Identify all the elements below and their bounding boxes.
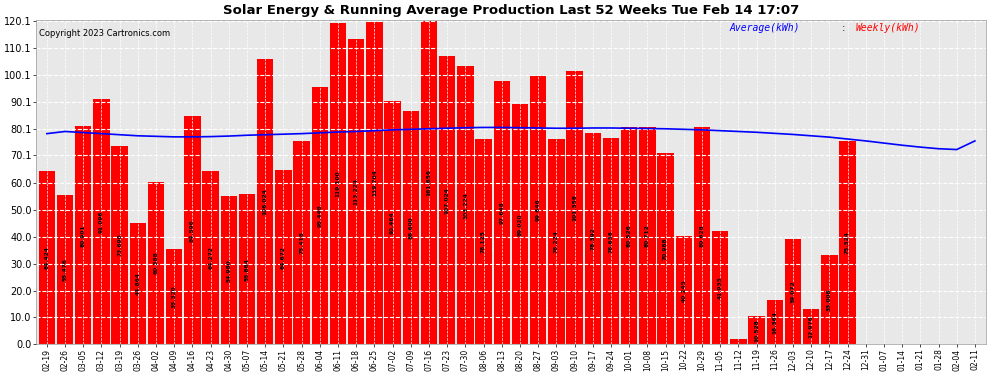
Bar xyxy=(457,66,473,344)
Text: 41.935: 41.935 xyxy=(718,276,723,299)
Text: Average(kWh): Average(kWh) xyxy=(730,23,800,33)
Text: 99.646: 99.646 xyxy=(536,199,541,221)
Text: 89.020: 89.020 xyxy=(518,213,523,236)
Bar xyxy=(766,300,783,344)
Bar xyxy=(275,170,292,344)
Text: 86.600: 86.600 xyxy=(408,216,413,239)
Text: 12.976: 12.976 xyxy=(809,315,814,338)
Bar xyxy=(603,138,619,344)
Text: 80.526: 80.526 xyxy=(627,225,632,247)
Bar xyxy=(148,182,164,344)
Text: 91.096: 91.096 xyxy=(99,210,104,233)
Text: 78.392: 78.392 xyxy=(590,227,595,250)
Text: 33.008: 33.008 xyxy=(827,289,832,311)
Bar xyxy=(421,21,438,344)
Bar xyxy=(512,105,529,344)
Bar xyxy=(93,99,110,344)
Text: 35.320: 35.320 xyxy=(171,285,177,308)
Text: 55.864: 55.864 xyxy=(245,258,249,280)
Text: Weekly(kWh): Weekly(kWh) xyxy=(855,23,921,33)
Bar xyxy=(39,171,55,344)
Text: 73.690: 73.690 xyxy=(117,234,122,256)
Text: 161.656: 161.656 xyxy=(427,169,432,196)
Bar xyxy=(239,194,255,344)
Text: 75.418: 75.418 xyxy=(299,231,304,254)
Text: 64.424: 64.424 xyxy=(45,246,50,269)
Text: 106.024: 106.024 xyxy=(262,188,267,215)
Text: 10.528: 10.528 xyxy=(754,319,759,342)
Bar xyxy=(475,139,492,344)
Text: 80.628: 80.628 xyxy=(700,224,705,247)
Bar xyxy=(130,224,147,344)
Bar xyxy=(548,139,564,344)
Text: 84.596: 84.596 xyxy=(190,219,195,242)
Bar xyxy=(712,231,729,344)
Title: Solar Energy & Running Average Production Last 52 Weeks Tue Feb 14 17:07: Solar Energy & Running Average Productio… xyxy=(223,4,799,17)
Text: 76.224: 76.224 xyxy=(553,230,559,253)
Bar xyxy=(821,255,838,344)
Text: 44.864: 44.864 xyxy=(136,273,141,296)
Text: 97.648: 97.648 xyxy=(499,201,504,224)
Text: 119.100: 119.100 xyxy=(336,171,341,197)
Text: 76.636: 76.636 xyxy=(609,230,614,253)
Text: 60.388: 60.388 xyxy=(153,252,158,274)
Text: 103.224: 103.224 xyxy=(463,192,468,219)
Bar xyxy=(439,56,455,344)
Bar xyxy=(640,127,655,344)
Bar xyxy=(731,339,746,344)
Text: 39.072: 39.072 xyxy=(790,280,795,303)
Bar xyxy=(403,111,419,344)
Bar xyxy=(166,249,182,344)
Bar xyxy=(330,23,346,344)
Text: Copyright 2023 Cartronics.com: Copyright 2023 Cartronics.com xyxy=(39,30,170,39)
Text: 80.901: 80.901 xyxy=(81,224,86,247)
Bar xyxy=(621,128,638,344)
Bar xyxy=(584,133,601,344)
Bar xyxy=(257,58,273,344)
Bar xyxy=(748,316,764,344)
Text: 101.358: 101.358 xyxy=(572,194,577,221)
Bar xyxy=(384,100,401,344)
Bar xyxy=(184,116,201,344)
Text: 16.364: 16.364 xyxy=(772,311,777,334)
Text: 54.980: 54.980 xyxy=(227,259,232,282)
Bar xyxy=(785,239,801,344)
Bar xyxy=(494,81,510,344)
Text: 119.704: 119.704 xyxy=(372,170,377,196)
Text: 107.024: 107.024 xyxy=(445,187,449,213)
Bar xyxy=(566,71,583,344)
Text: 70.988: 70.988 xyxy=(663,237,668,260)
Bar xyxy=(657,153,674,344)
Text: 55.476: 55.476 xyxy=(62,258,67,281)
Bar xyxy=(348,39,364,344)
Text: 76.125: 76.125 xyxy=(481,230,486,253)
Bar xyxy=(293,141,310,344)
Bar xyxy=(840,141,855,344)
Bar xyxy=(221,196,237,344)
Text: 80.712: 80.712 xyxy=(644,224,649,247)
Bar xyxy=(694,127,710,344)
Text: 64.672: 64.672 xyxy=(281,246,286,269)
Text: 113.224: 113.224 xyxy=(353,178,358,206)
Bar xyxy=(366,22,382,344)
Text: 90.464: 90.464 xyxy=(390,211,395,234)
Bar xyxy=(75,126,91,344)
Text: 75.324: 75.324 xyxy=(845,231,850,254)
Text: :: : xyxy=(839,23,848,33)
Bar xyxy=(56,195,73,344)
Bar xyxy=(803,309,820,344)
Bar xyxy=(530,76,546,344)
Bar xyxy=(675,236,692,344)
Bar xyxy=(312,87,328,344)
Bar xyxy=(112,146,128,344)
Text: 40.245: 40.245 xyxy=(681,279,686,302)
Bar xyxy=(203,171,219,344)
Text: 64.272: 64.272 xyxy=(208,246,213,269)
Text: 95.448: 95.448 xyxy=(318,204,323,227)
